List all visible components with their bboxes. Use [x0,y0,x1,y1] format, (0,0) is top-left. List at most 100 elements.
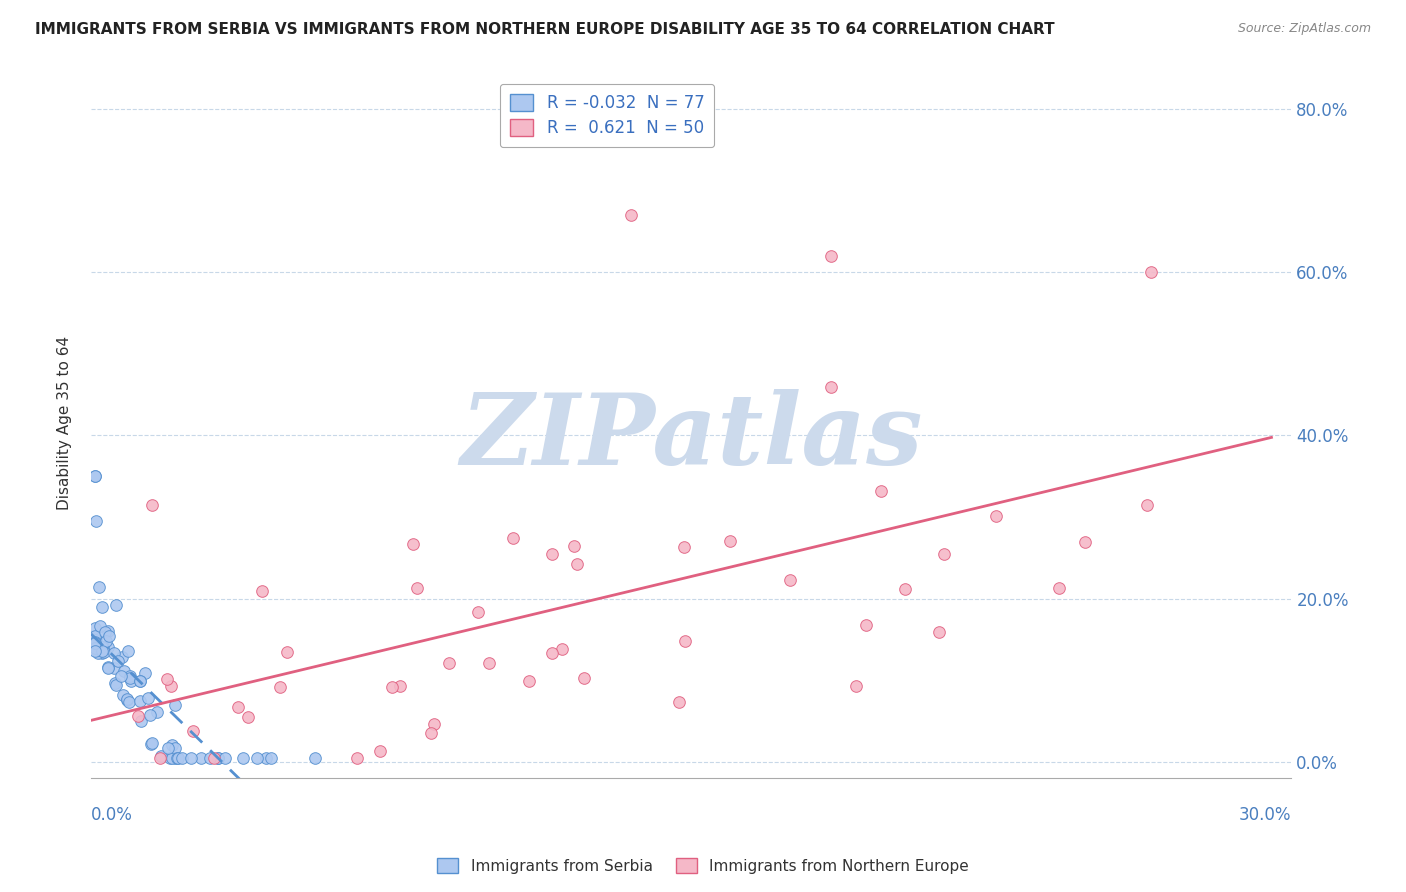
Point [159,750,181,764]
Point [97,660,120,674]
Point [541,547,564,561]
Point [1073,535,1095,549]
Point [115,693,138,707]
Point [304,750,326,764]
Point [84,640,107,654]
Point [118,695,141,709]
Point [97,624,120,638]
Point [214,750,236,764]
Point [91,640,114,654]
Point [870,484,893,499]
Point [94,634,117,648]
Point [260,750,283,764]
Point [84,641,107,656]
Point [163,750,186,764]
Point [149,750,172,764]
Point [141,736,163,750]
Point [232,750,254,764]
Point [540,646,562,660]
Point [565,558,588,572]
Point [437,657,460,671]
Point [478,657,501,671]
Point [129,694,152,708]
Point [668,695,690,709]
Point [381,681,404,695]
Point [246,750,269,764]
Point [160,750,183,764]
Point [551,641,574,656]
Point [120,673,142,688]
Point [84,632,107,647]
Point [84,636,107,650]
Point [150,749,173,764]
Point [928,625,950,640]
Point [502,531,524,545]
Point [84,469,107,483]
Point [181,723,204,738]
Point [346,750,368,764]
Point [141,498,163,512]
Point [820,379,842,393]
Point [112,664,135,678]
Point [118,669,141,683]
Point [87,646,110,660]
Point [138,708,160,723]
Point [104,675,127,690]
Point [91,646,114,660]
Point [572,671,595,685]
Legend: Immigrants from Serbia, Immigrants from Northern Europe: Immigrants from Serbia, Immigrants from … [432,852,974,880]
Point [207,750,229,764]
Point [855,618,877,632]
Point [893,582,915,596]
Point [166,750,188,764]
Point [84,469,107,483]
Point [127,709,149,723]
Point [1136,498,1159,512]
Point [93,645,115,659]
Point [198,750,221,764]
Point [115,692,138,706]
Point [91,599,114,614]
Point [103,646,125,660]
Point [254,750,277,764]
Point [110,668,132,682]
Point [932,547,955,561]
Point [128,674,150,689]
Point [672,540,695,554]
Point [180,750,202,764]
Point [167,750,190,764]
Point [97,660,120,674]
Point [820,249,842,263]
Point [84,634,107,648]
Point [129,714,152,728]
Point [419,725,441,739]
Point [779,573,801,587]
Point [162,738,184,752]
Point [190,750,212,764]
Point [105,678,128,692]
Point [276,645,298,659]
Point [146,706,169,720]
Point [238,710,260,724]
Point [165,741,187,756]
Point [517,674,540,689]
Point [90,643,112,657]
Point [845,679,868,693]
Y-axis label: Disability Age 35 to 64: Disability Age 35 to 64 [58,336,72,510]
Point [673,634,696,648]
Point [202,750,225,764]
Point [118,671,141,685]
Point [564,540,586,554]
Point [269,680,291,694]
Point [107,654,129,668]
Point [129,673,152,688]
Point [84,621,107,635]
Point [165,698,187,712]
Point [226,700,249,714]
Text: Source: ZipAtlas.com: Source: ZipAtlas.com [1237,22,1371,36]
Point [96,640,118,654]
Point [718,534,741,549]
Point [368,744,391,758]
Point [159,679,181,693]
Point [84,638,107,652]
